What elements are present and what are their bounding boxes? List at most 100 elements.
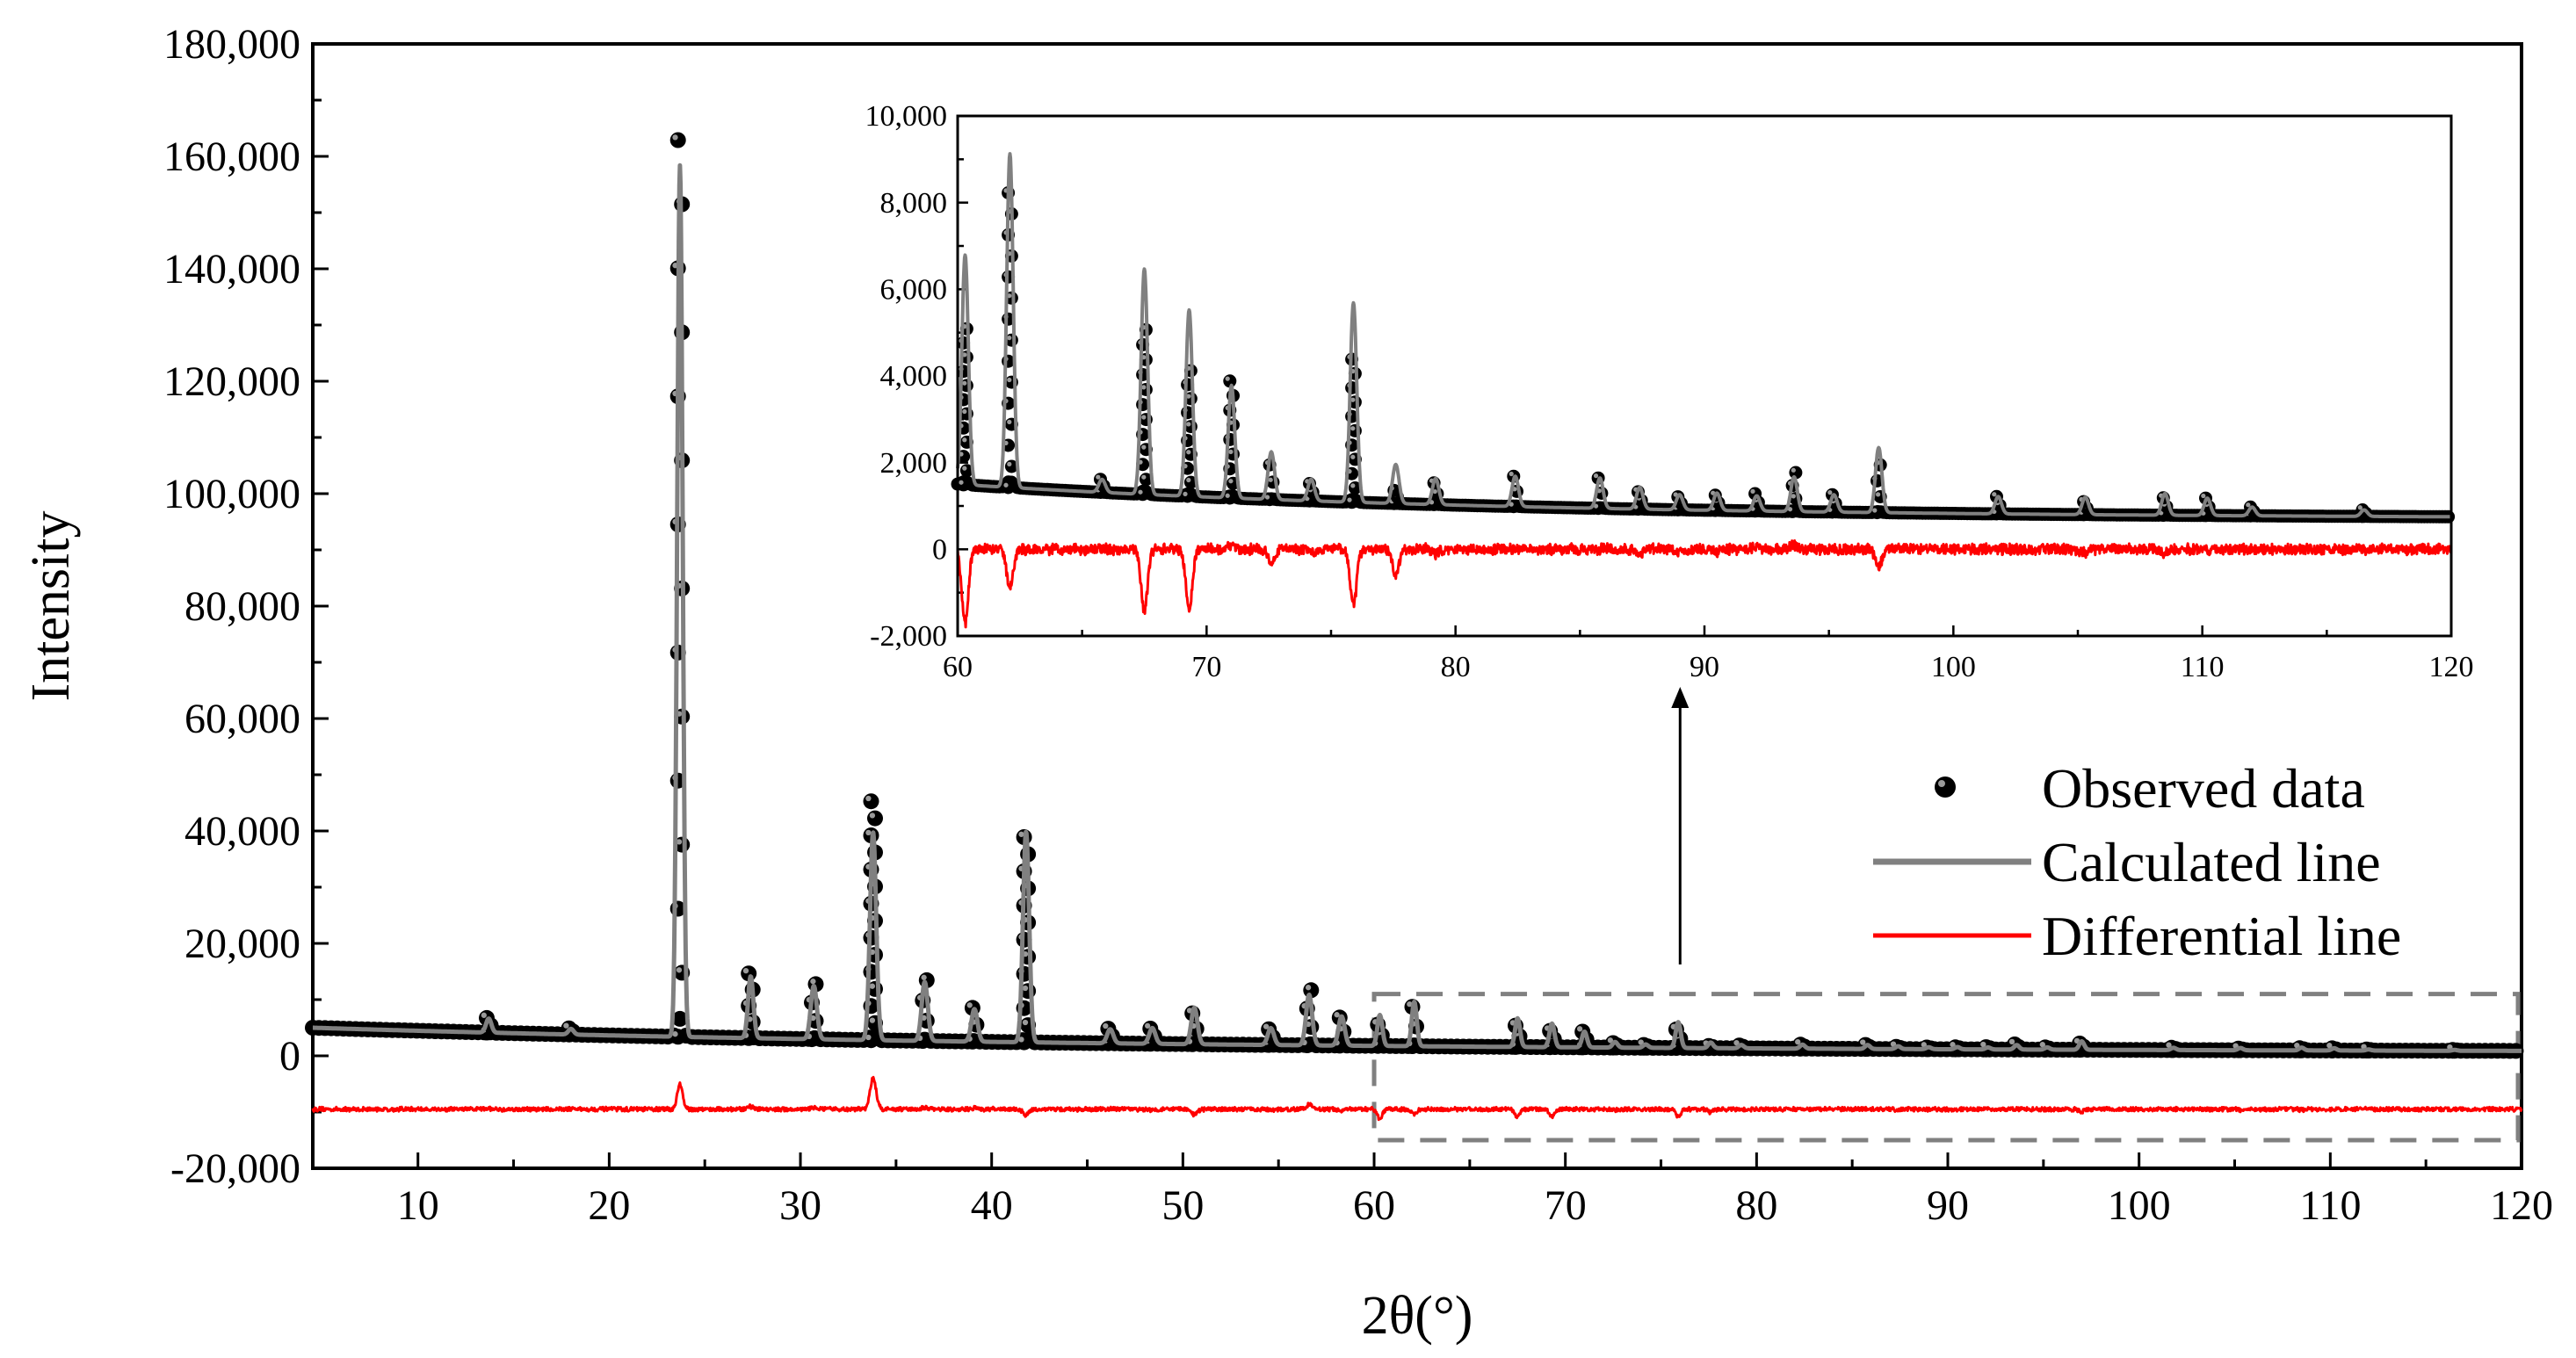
main-differential-series <box>311 1075 2523 1122</box>
y-tick-label: 6,000 <box>880 274 948 307</box>
observed-point-highlight <box>1576 1026 1583 1032</box>
y-tick-label: 180,000 <box>163 21 300 68</box>
x-tick-label: 100 <box>2108 1182 2171 1229</box>
y-tick-label: 160,000 <box>163 134 300 180</box>
y-tick-label: 20,000 <box>185 921 300 967</box>
observed-point-highlight <box>1225 493 1230 498</box>
observed-point-highlight <box>672 1031 678 1037</box>
main-y-axis: -20,000 0 20,000 40,000 60,000 80,000 100,000 1… <box>163 21 329 1192</box>
inset-background <box>808 90 2478 697</box>
observed-point-highlight <box>1992 492 1997 497</box>
y-tick-label: 0 <box>932 534 947 567</box>
y-tick-label: 140,000 <box>163 246 300 293</box>
observed-point-highlight <box>966 1002 973 1008</box>
observed-point-highlight <box>1872 508 1878 513</box>
observed-point-highlight <box>676 967 683 973</box>
observed-point-highlight <box>962 437 967 443</box>
observed-point-highlight <box>1183 491 1188 497</box>
observed-point-highlight <box>1007 377 1012 383</box>
observed-point-highlight <box>742 967 749 974</box>
observed-point-highlight <box>1263 1023 1270 1029</box>
observed-point-highlight <box>1350 454 1356 459</box>
y-tick-label: 120,000 <box>163 358 300 405</box>
marker-highlight <box>1938 780 1945 787</box>
observed-point-highlight <box>1607 1037 1614 1044</box>
observed-data-point <box>669 132 686 148</box>
observed-point-highlight <box>2166 1042 2172 1048</box>
y-tick-label: 10,000 <box>865 100 948 133</box>
observed-point-highlight <box>1268 477 1273 482</box>
observed-point-highlight <box>1593 473 1599 479</box>
inset-differential-series <box>956 539 2453 629</box>
x-tick-label: 50 <box>1161 1182 1204 1229</box>
legend-label-calculated: Calculated line <box>2042 831 2381 893</box>
x-tick-label: 60 <box>943 651 973 683</box>
x-tick-label: 70 <box>1191 651 1221 683</box>
main-x-axis: 10 20 30 40 50 60 70 80 90 100 110 120 <box>397 1152 2553 1229</box>
observed-point-highlight <box>1347 497 1352 502</box>
observed-point-highlight <box>1225 376 1230 381</box>
observed-point-highlight <box>1875 492 1881 497</box>
observed-point-highlight <box>1791 467 1796 473</box>
y-tick-label: -20,000 <box>170 1145 300 1192</box>
observed-point-highlight <box>1980 1041 1986 1048</box>
y-tick-label: 0 <box>279 1033 300 1080</box>
observed-point-highlight <box>1733 1039 1740 1046</box>
legend-label-differential: Differential line <box>2042 905 2401 967</box>
y-tick-label: 40,000 <box>185 808 300 855</box>
observed-point-highlight <box>1827 489 1833 495</box>
observed-point-highlight <box>962 466 967 471</box>
observed-data-point <box>1181 489 1195 503</box>
observed-point-highlight <box>1007 461 1012 467</box>
observed-data-point <box>1345 495 1359 509</box>
x-tick-label: 70 <box>1545 1182 1587 1229</box>
observed-point-highlight <box>869 1017 876 1023</box>
y-axis-title: Intensity <box>21 511 81 702</box>
x-tick-label: 90 <box>1927 1182 1969 1229</box>
x-tick-label: 20 <box>588 1182 630 1229</box>
observed-point-highlight <box>2008 1038 2015 1045</box>
observed-point-highlight <box>1795 1038 1801 1045</box>
observed-point-highlight <box>921 974 927 980</box>
inset-y-axis: -2,000 0 2,000 4,000 6,000 8,000 10,000 <box>865 100 968 653</box>
observed-point-highlight <box>869 983 876 989</box>
y-tick-label: 100,000 <box>163 471 300 517</box>
observed-point-highlight <box>959 480 964 485</box>
legend: Observed data Calculated line Differenti… <box>1873 757 2401 967</box>
observed-point-highlight <box>1350 483 1356 488</box>
observed-data-point <box>1223 491 1237 505</box>
x-tick-label: 110 <box>2181 651 2225 683</box>
observed-point-highlight <box>481 1012 487 1018</box>
observed-point-highlight <box>1407 1000 1413 1008</box>
y-tick-label: 8,000 <box>880 187 948 220</box>
y-tick-label: -2,000 <box>870 620 947 653</box>
differential-line <box>956 539 2453 629</box>
x-tick-label: 120 <box>2429 651 2474 683</box>
observed-point-highlight <box>1022 985 1029 992</box>
observed-point-highlight <box>1018 1037 1024 1043</box>
observed-point-highlight <box>1186 422 1191 427</box>
filled-circle-marker <box>1935 777 1956 798</box>
observed-point-highlight <box>672 134 678 141</box>
inset-plot-panel: -2,000 0 2,000 4,000 6,000 8,000 10,000 60 70 80… <box>808 90 2478 697</box>
observed-point-highlight <box>1022 1019 1029 1026</box>
observed-point-highlight <box>1509 471 1514 477</box>
x-tick-label: 90 <box>1690 651 1719 683</box>
x-tick-label: 80 <box>1735 1182 1777 1229</box>
observed-point-highlight <box>810 979 816 985</box>
observed-data-point <box>863 793 879 810</box>
observed-point-highlight <box>1750 488 1755 495</box>
observed-point-highlight <box>1350 426 1356 431</box>
zoom-region-rect <box>1371 992 2521 1143</box>
x-tick-label: 60 <box>1353 1182 1395 1229</box>
observed-point-highlight <box>1144 1022 1151 1029</box>
observed-point-highlight <box>1018 831 1024 837</box>
observed-point-highlight <box>2201 493 2206 499</box>
main-calculated-series <box>311 163 2523 1053</box>
main-plot-panel: -20,000 0 20,000 40,000 60,000 80,000 100,000 1… <box>21 21 2553 1346</box>
inset-x-axis: 60 70 80 90 100 110 120 <box>943 625 2474 683</box>
observed-point-highlight <box>1141 474 1147 480</box>
observed-point-highlight <box>962 380 967 386</box>
observed-point-highlight <box>1186 477 1191 483</box>
x-tick-label: 120 <box>2490 1182 2553 1229</box>
